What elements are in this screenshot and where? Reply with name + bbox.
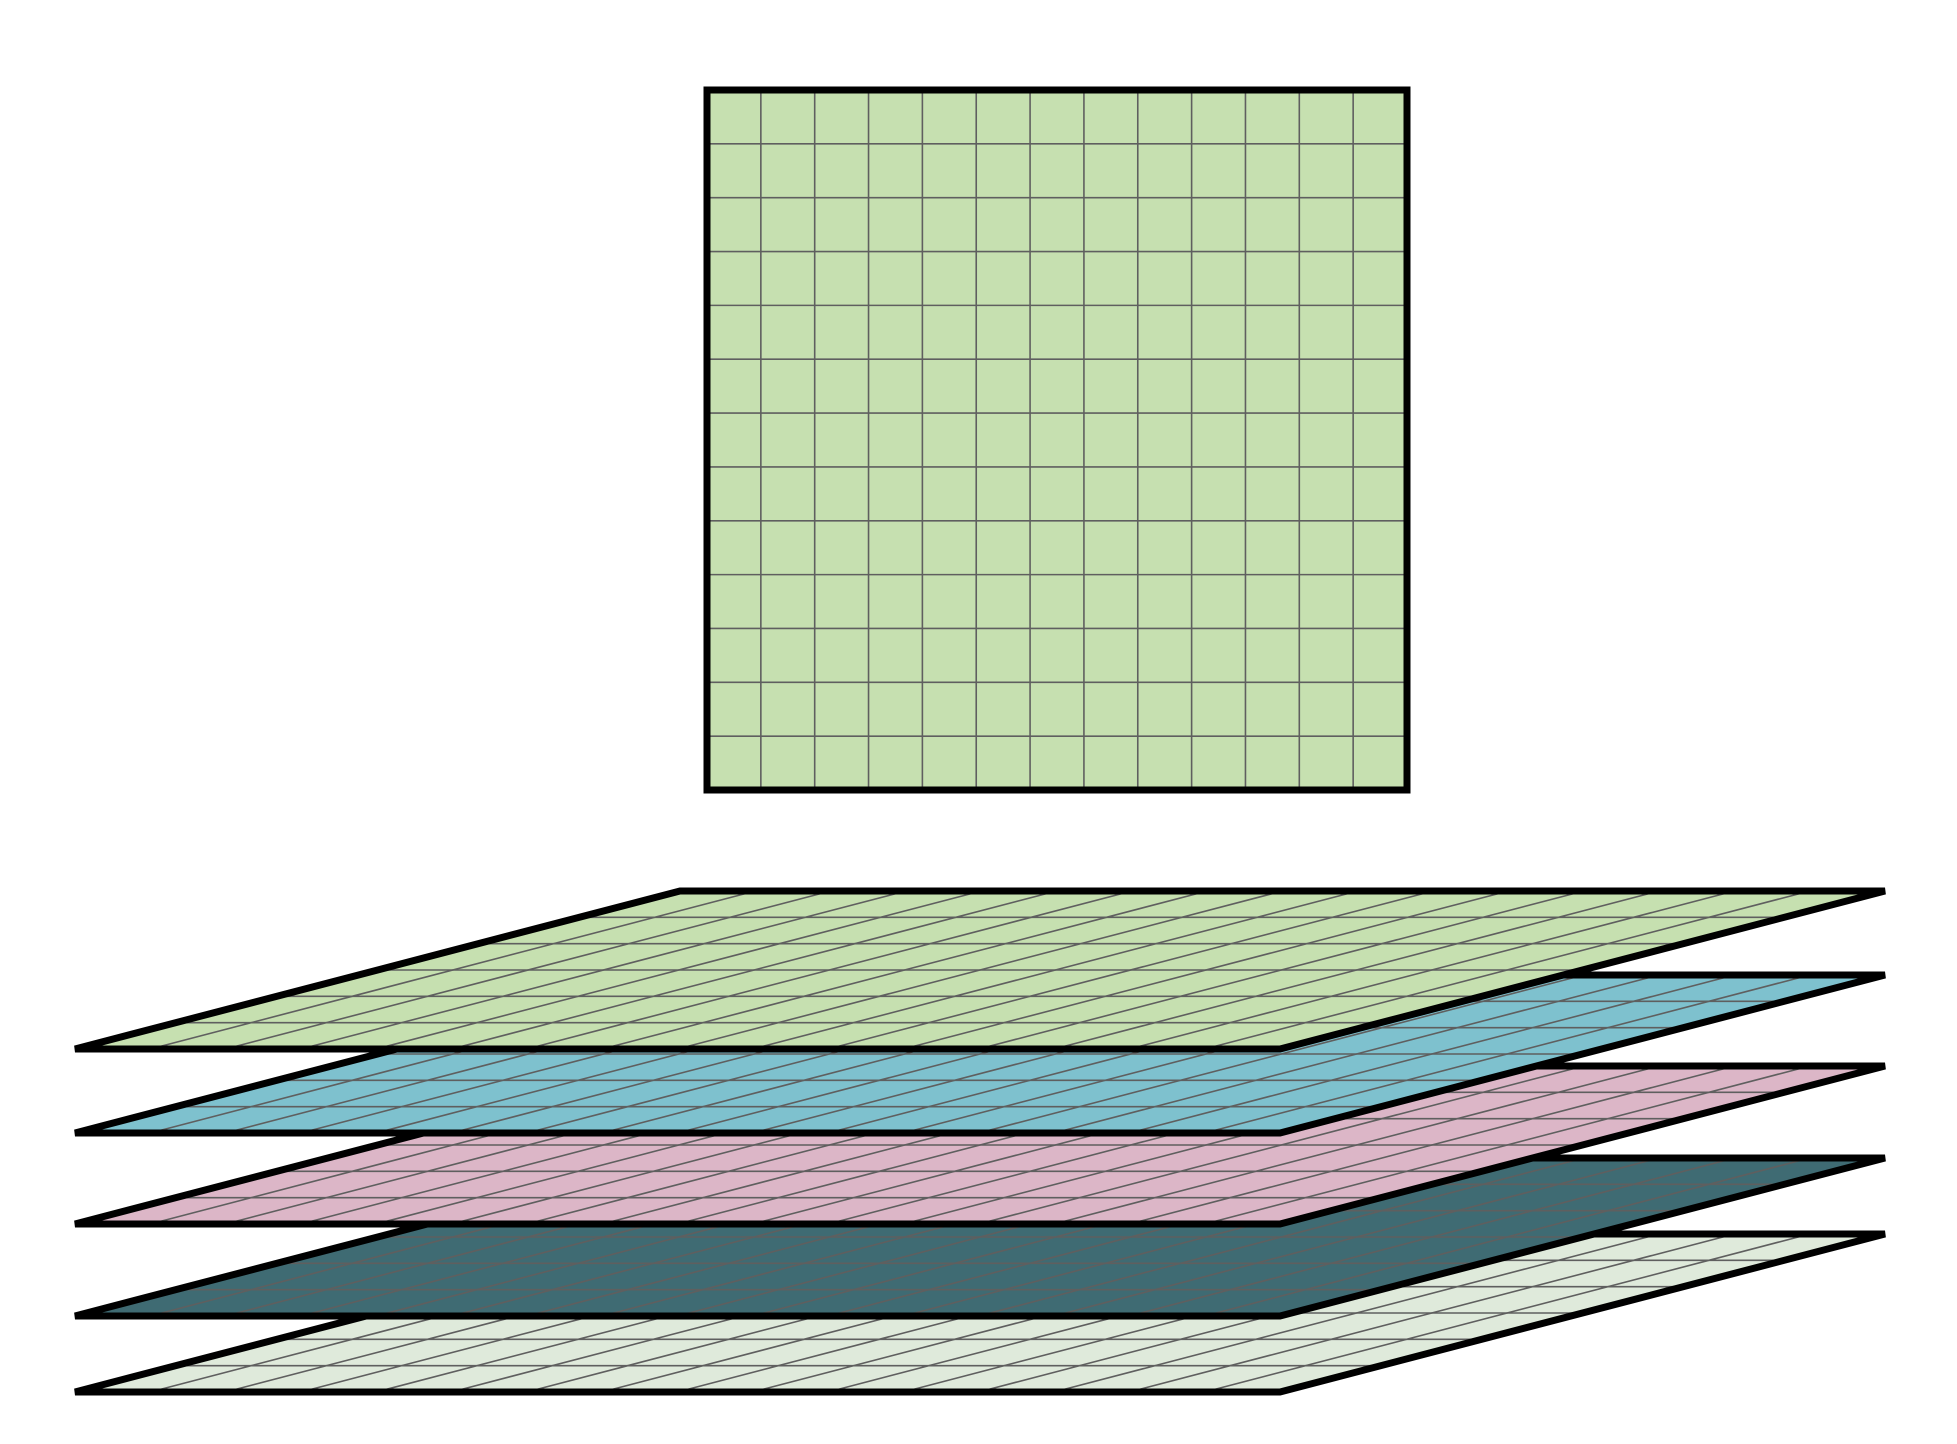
top-grid-border [703, 86, 1411, 794]
top-grid-face [707, 90, 1407, 790]
stack-layer-border [74, 887, 1886, 1053]
top-grid [703, 86, 1411, 794]
stacked-layers [74, 887, 1886, 1396]
stack-layer [74, 887, 1886, 1053]
